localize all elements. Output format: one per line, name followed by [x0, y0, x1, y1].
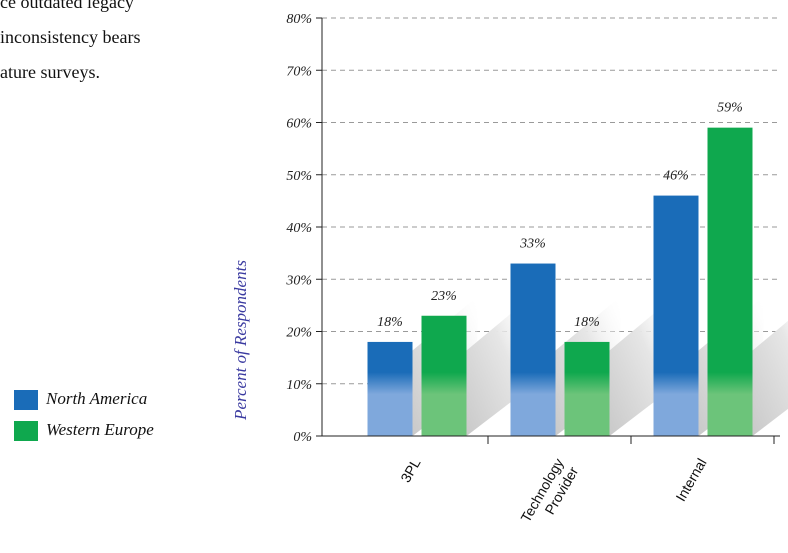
bar-top-band	[653, 195, 699, 374]
x-category-label-line: 3PL	[397, 455, 423, 485]
legend-swatch-north-america	[14, 390, 38, 410]
y-tick-label: 20%	[286, 326, 312, 341]
y-tick-label: 30%	[285, 273, 312, 288]
y-axis-title: Percent of Respondents	[231, 260, 250, 421]
data-label: 33%	[519, 237, 546, 252]
y-tick-label: 0%	[293, 430, 312, 445]
data-label: 18%	[377, 315, 403, 330]
bar-blend	[510, 372, 556, 395]
bar-blend	[707, 372, 753, 395]
data-label: 18%	[574, 315, 600, 330]
paragraph-line: ce outdated legacy	[0, 0, 134, 12]
legend-label: Western Europe	[46, 420, 154, 439]
bar-blend	[367, 372, 413, 395]
bar-top-band	[707, 127, 753, 374]
paragraph-line: inconsistency bears	[0, 27, 141, 47]
data-label: 23%	[431, 289, 457, 304]
x-category-label: 3PL	[397, 455, 423, 485]
y-tick-label: 60%	[286, 117, 312, 132]
x-category-label-line: Internal	[672, 456, 709, 504]
paragraph-line: ature surveys.	[0, 62, 100, 82]
bar-blend	[653, 372, 699, 395]
x-category-label: Internal	[672, 456, 709, 504]
bar-top-band	[421, 315, 467, 374]
y-tick-label: 50%	[286, 169, 312, 184]
y-tick-label: 40%	[286, 221, 312, 236]
bar-top-band	[564, 341, 610, 374]
x-category-label: TechnologyProvider	[517, 455, 581, 533]
legend-label: North America	[46, 389, 148, 408]
y-tick-label: 70%	[286, 64, 312, 79]
data-label: 59%	[717, 101, 743, 116]
data-label: 46%	[663, 169, 689, 184]
bar-top-band	[510, 263, 556, 374]
bar-shadow	[752, 320, 788, 436]
bar-blend	[564, 372, 610, 395]
y-tick-label: 10%	[286, 378, 312, 393]
bar-top-band	[367, 341, 413, 374]
bar-blend	[421, 372, 467, 395]
legend-swatch-western-europe	[14, 421, 38, 441]
y-tick-label: 80%	[286, 12, 312, 27]
